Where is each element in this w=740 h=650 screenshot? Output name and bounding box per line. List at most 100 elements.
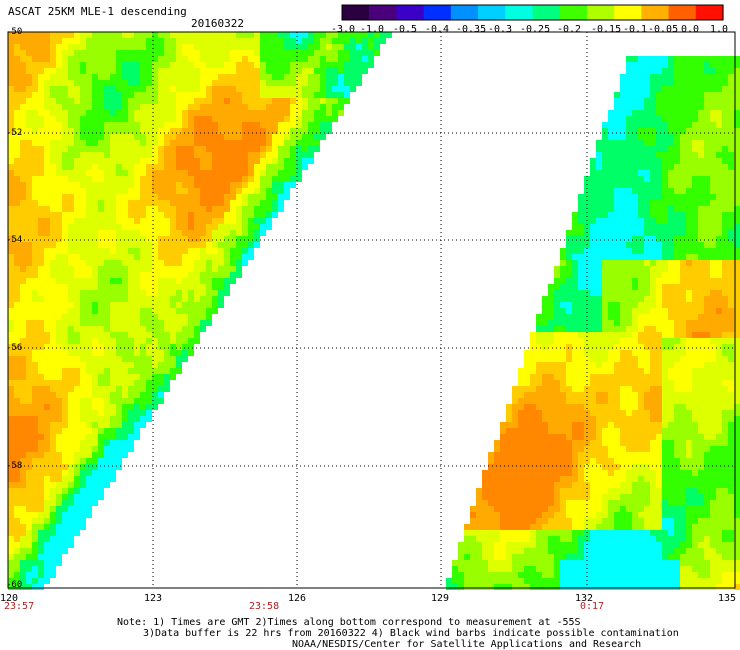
data-cell <box>674 290 680 296</box>
data-cell <box>32 422 38 428</box>
data-cell <box>710 332 716 338</box>
data-cell <box>680 320 686 326</box>
data-cell <box>650 368 656 374</box>
data-cell <box>566 272 572 278</box>
data-cell <box>206 62 212 68</box>
data-cell <box>104 410 110 416</box>
data-cell <box>704 326 710 332</box>
data-cell <box>92 158 98 164</box>
data-cell <box>218 260 224 266</box>
data-cell <box>350 44 356 50</box>
data-cell <box>536 422 542 428</box>
data-cell <box>302 110 308 116</box>
data-cell <box>692 386 698 392</box>
data-cell <box>128 50 134 56</box>
data-cell <box>710 416 716 422</box>
data-cell <box>638 92 644 98</box>
data-cell <box>680 236 686 242</box>
data-cell <box>632 260 638 266</box>
data-cell <box>38 254 44 260</box>
data-cell <box>530 338 536 344</box>
data-cell <box>62 38 68 44</box>
data-cell <box>302 164 308 170</box>
data-cell <box>608 392 614 398</box>
data-cell <box>566 350 572 356</box>
data-cell <box>644 110 650 116</box>
data-cell <box>242 194 248 200</box>
data-cell <box>590 230 596 236</box>
data-cell <box>632 410 638 416</box>
data-cell <box>164 356 170 362</box>
data-cell <box>188 74 194 80</box>
data-cell <box>614 380 620 386</box>
data-cell <box>686 452 692 458</box>
data-cell <box>170 254 176 260</box>
data-cell <box>158 200 164 206</box>
data-cell <box>698 242 704 248</box>
data-cell <box>254 242 260 248</box>
data-cell <box>638 164 644 170</box>
data-cell <box>260 188 266 194</box>
data-cell <box>668 68 674 74</box>
data-cell <box>44 80 50 86</box>
data-cell <box>554 404 560 410</box>
data-cell <box>698 350 704 356</box>
data-cell <box>344 38 350 44</box>
data-cell <box>632 62 638 68</box>
data-cell <box>542 428 548 434</box>
data-cell <box>278 74 284 80</box>
data-cell <box>104 356 110 362</box>
data-cell <box>32 176 38 182</box>
data-cell <box>116 272 122 278</box>
data-cell <box>26 386 32 392</box>
data-cell <box>674 374 680 380</box>
data-cell <box>38 98 44 104</box>
data-cell <box>716 278 722 284</box>
data-cell <box>254 158 260 164</box>
data-cell <box>200 284 206 290</box>
data-cell <box>218 296 224 302</box>
data-cell <box>560 350 566 356</box>
data-cell <box>44 104 50 110</box>
data-cell <box>710 74 716 80</box>
data-cell <box>170 290 176 296</box>
data-cell <box>560 332 566 338</box>
data-cell <box>86 326 92 332</box>
data-cell <box>62 422 68 428</box>
data-cell <box>500 452 506 458</box>
data-cell <box>566 314 572 320</box>
data-cell <box>134 272 140 278</box>
data-cell <box>200 308 206 314</box>
data-cell <box>728 404 734 410</box>
data-cell <box>80 38 86 44</box>
data-cell <box>656 80 662 86</box>
data-cell <box>602 326 608 332</box>
colorbar-segment <box>532 5 561 20</box>
data-cell <box>104 206 110 212</box>
data-cell <box>686 146 692 152</box>
data-cell <box>734 218 740 224</box>
data-cell <box>590 296 596 302</box>
data-cell <box>638 74 644 80</box>
data-cell <box>290 134 296 140</box>
data-cell <box>128 152 134 158</box>
data-cell <box>644 332 650 338</box>
data-cell <box>188 56 194 62</box>
data-cell <box>626 140 632 146</box>
data-cell <box>8 62 14 68</box>
data-cell <box>602 146 608 152</box>
data-cell <box>212 98 218 104</box>
data-cell <box>518 404 524 410</box>
data-cell <box>182 158 188 164</box>
data-cell <box>74 248 80 254</box>
data-cell <box>680 374 686 380</box>
data-cell <box>518 368 524 374</box>
data-cell <box>50 272 56 278</box>
data-cell <box>158 212 164 218</box>
data-cell <box>704 296 710 302</box>
data-cell <box>122 140 128 146</box>
data-cell <box>140 398 146 404</box>
data-cell <box>590 188 596 194</box>
data-cell <box>170 98 176 104</box>
data-cell <box>80 440 86 446</box>
